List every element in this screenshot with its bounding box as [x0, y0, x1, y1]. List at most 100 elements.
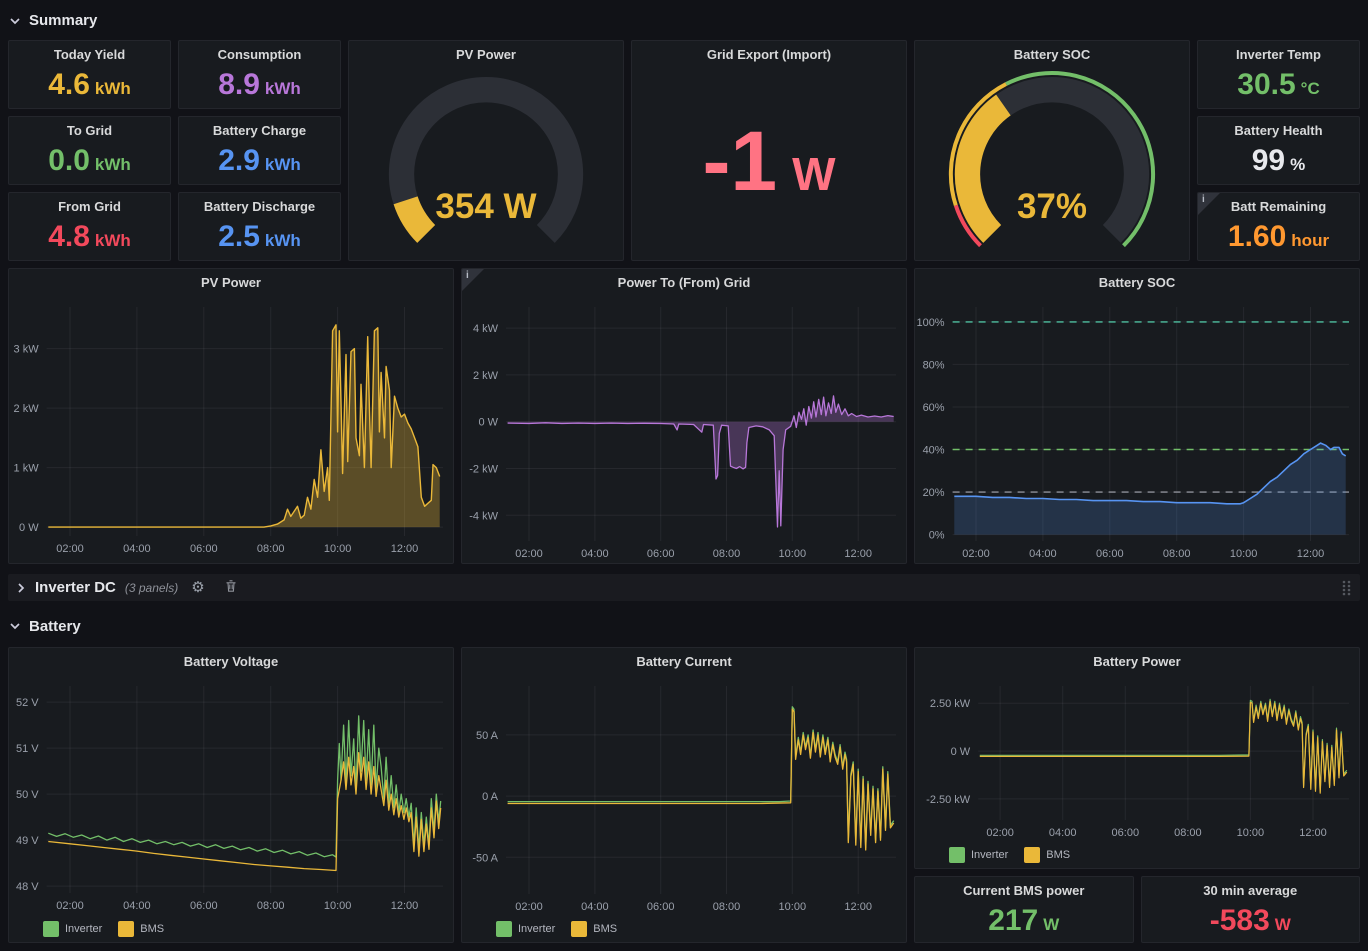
- svg-text:48 V: 48 V: [16, 881, 39, 893]
- chevron-down-icon: [8, 15, 22, 27]
- battery-power-chart[interactable]: 2.50 kW 0 W -2.50 kW 02:00 04:00 06:00 08:00 10…: [915, 676, 1359, 842]
- stat-number: 8.9: [218, 68, 260, 102]
- panel-inverter-temp: Inverter Temp 30.5 °C: [1197, 39, 1360, 109]
- panel-title[interactable]: Battery SOC: [1098, 274, 1176, 290]
- stat-unit: kWh: [264, 231, 301, 251]
- legend-item-inverter[interactable]: Inverter: [43, 921, 102, 937]
- panel-title[interactable]: To Grid: [66, 122, 113, 138]
- gear-icon: ⚙: [191, 579, 205, 596]
- svg-text:-2.50 kW: -2.50 kW: [926, 794, 971, 806]
- svg-text:-4 kW: -4 kW: [469, 510, 498, 522]
- battery-voltage-chart[interactable]: 48 V 49 V 50 V 51 V 52 V 02:00 04:00 06:00 08:00…: [9, 676, 453, 916]
- row-header-inverter-dc[interactable]: Inverter DC (3 panels) ⚙: [8, 573, 1360, 602]
- panel-title[interactable]: PV Power: [456, 46, 516, 62]
- stat-number: 0.0: [48, 144, 90, 178]
- panel-title[interactable]: 30 min average: [1203, 883, 1298, 898]
- svg-text:12:00: 12:00: [844, 901, 872, 913]
- panel-title[interactable]: Inverter Temp: [1235, 46, 1321, 62]
- panel-title[interactable]: Battery Voltage: [183, 654, 279, 669]
- panel-title[interactable]: Battery Health: [1234, 122, 1323, 138]
- legend-item-inverter[interactable]: Inverter: [949, 847, 1008, 863]
- stat-unit: W: [1043, 914, 1060, 934]
- panel-title[interactable]: Battery Discharge: [203, 198, 316, 214]
- panel-info-icon[interactable]: i: [1198, 192, 1220, 215]
- panel-title[interactable]: From Grid: [58, 198, 121, 214]
- svg-text:04:00: 04:00: [123, 900, 151, 912]
- legend-label: BMS: [593, 923, 618, 935]
- panel-title[interactable]: Battery SOC: [1013, 46, 1091, 62]
- svg-text:0%: 0%: [929, 529, 945, 541]
- chevron-down-icon: [8, 620, 22, 632]
- svg-text:06:00: 06:00: [190, 543, 218, 555]
- panel-battery-voltage: Battery Voltage 48 V 49 V 50 V 51 V 52 V 02:0…: [8, 647, 454, 943]
- stat-value: 99%: [1198, 145, 1359, 184]
- summary-stats-grid: Today Yield 4.6 kWh Consumption 8.9 kWh To…: [8, 39, 1360, 261]
- svg-text:0 W: 0 W: [951, 746, 971, 758]
- panel-title[interactable]: Today Yield: [53, 46, 126, 62]
- pv-power-chart[interactable]: 0 W 1 kW 2 kW 3 kW 02:00 04:00 06:00 08:00 10:00…: [9, 297, 453, 563]
- svg-text:12:00: 12:00: [1299, 827, 1327, 839]
- legend-label: Inverter: [971, 849, 1009, 861]
- svg-text:40%: 40%: [923, 444, 945, 456]
- stat-number: 2.9: [218, 144, 260, 178]
- panel-to-grid: To Grid 0.0 kWh: [8, 115, 171, 185]
- legend-color-swatch: [496, 921, 512, 937]
- row-drag-handle[interactable]: [1338, 579, 1354, 597]
- legend-color-swatch: [118, 921, 135, 937]
- row-header-summary[interactable]: Summary: [8, 8, 1360, 34]
- battery-panels-row: Battery Voltage 48 V 49 V 50 V 51 V 52 V 02:0…: [8, 647, 1360, 943]
- stat-value: 8.9 kWh: [179, 69, 340, 108]
- stat-unit: kWh: [264, 155, 301, 175]
- svg-text:04:00: 04:00: [581, 548, 609, 560]
- legend-item-bms[interactable]: BMS: [1024, 847, 1070, 863]
- panel-info-icon[interactable]: i: [462, 268, 484, 291]
- chart-legend: Inverter BMS: [462, 916, 906, 942]
- panel-title[interactable]: Power To (From) Grid: [617, 274, 751, 290]
- panel-title[interactable]: Battery Power: [1093, 654, 1181, 669]
- panel-grid-power-chart: i Power To (From) Grid 4 kW 2 kW 0 W -2 kW -…: [461, 267, 907, 564]
- panel-consumption: Consumption 8.9 kWh: [178, 39, 341, 109]
- legend-item-inverter[interactable]: Inverter: [496, 921, 555, 937]
- row-header-battery[interactable]: Battery: [8, 613, 1360, 639]
- battery-soc-chart[interactable]: 0% 20% 40% 60% 80% 100% 02:00 04:00 06:00 08:00 10…: [915, 297, 1359, 563]
- panel-battery-charge: Battery Charge 2.9 kWh: [178, 115, 341, 185]
- svg-text:2 kW: 2 kW: [473, 370, 499, 382]
- row-settings-button[interactable]: ⚙: [185, 578, 210, 597]
- svg-text:08:00: 08:00: [257, 543, 285, 555]
- stat-unit: kWh: [94, 231, 131, 251]
- panel-title[interactable]: Consumption: [217, 46, 302, 62]
- battery-current-chart[interactable]: 50 A 0 A -50 A 02:00 04:00 06:00 08:00 10:00 12:…: [462, 676, 906, 916]
- row-title-summary: Summary: [29, 12, 98, 30]
- stat-number: 217: [988, 903, 1039, 937]
- panel-title[interactable]: Battery Current: [636, 654, 732, 669]
- svg-text:06:00: 06:00: [1112, 827, 1140, 839]
- panel-title[interactable]: Current BMS power: [963, 883, 1085, 898]
- svg-text:12:00: 12:00: [391, 900, 419, 912]
- stat-number: 4.6: [48, 68, 90, 102]
- panel-today-yield: Today Yield 4.6 kWh: [8, 39, 171, 109]
- svg-text:20%: 20%: [923, 487, 945, 499]
- row-title-battery: Battery: [29, 617, 81, 635]
- panel-title[interactable]: PV Power: [201, 274, 261, 290]
- stat-value: 2.5 kWh: [179, 221, 340, 260]
- legend-color-swatch: [571, 921, 588, 937]
- stat-value: -1 W: [632, 69, 906, 260]
- svg-text:2 kW: 2 kW: [14, 403, 40, 415]
- panel-battery-power: Battery Power 2.50 kW 0 W -2.50 kW 02:00 04:…: [914, 647, 1360, 869]
- svg-text:10:00: 10:00: [1230, 548, 1258, 560]
- svg-text:-50 A: -50 A: [472, 852, 498, 864]
- legend-item-bms[interactable]: BMS: [118, 921, 164, 937]
- panel-title[interactable]: Battery Charge: [212, 122, 307, 138]
- stat-value: 1.60 hour: [1198, 221, 1359, 260]
- battery-soc-gauge: 37%: [915, 69, 1189, 260]
- battery-mini-stats: Current BMS power 217 W 30 min average -5…: [914, 876, 1360, 943]
- svg-text:0 W: 0 W: [478, 416, 498, 428]
- legend-item-bms[interactable]: BMS: [571, 921, 617, 937]
- panel-title[interactable]: Batt Remaining: [1230, 198, 1327, 214]
- battery-right-column: Battery Power 2.50 kW 0 W -2.50 kW 02:00 04:…: [914, 647, 1360, 943]
- row-delete-button[interactable]: [218, 577, 244, 598]
- chart-legend: Inverter BMS: [9, 916, 453, 942]
- grid-power-chart[interactable]: 4 kW 2 kW 0 W -2 kW -4 kW 02:00 04:00 06:00 08:0…: [462, 297, 906, 563]
- panel-title[interactable]: Grid Export (Import): [706, 46, 832, 62]
